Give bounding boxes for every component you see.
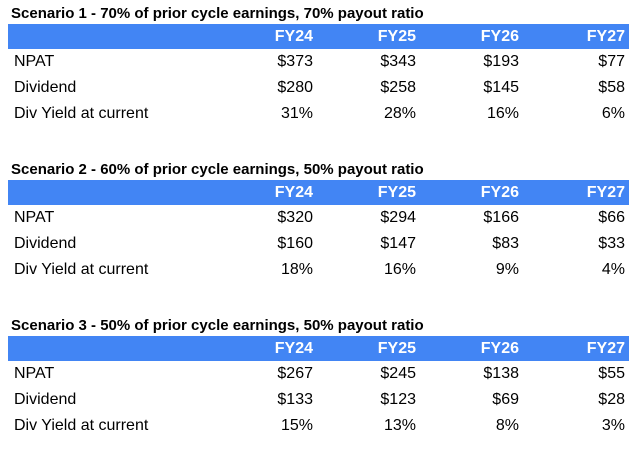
header-blank-cell — [8, 336, 214, 361]
cell-fy26: 16% — [486, 105, 519, 122]
cell-fy24: $267 — [277, 365, 313, 382]
cell-fy25: $147 — [380, 235, 416, 252]
column-header-fy26: FY26 — [420, 180, 523, 205]
cell-fy25: $343 — [380, 53, 416, 70]
cell-fy26: 8% — [495, 417, 519, 434]
column-header-fy26: FY26 — [420, 336, 523, 361]
row-label: Dividend — [14, 79, 77, 96]
column-header-fy25: FY25 — [317, 24, 420, 49]
cell-fy24: $160 — [277, 235, 313, 252]
table-row-div-yield: Div Yield at current 18% 16% 9% 4% — [8, 257, 629, 283]
column-header-fy26: FY26 — [420, 24, 523, 49]
cell-fy24: $320 — [277, 209, 313, 226]
cell-fy26: 9% — [495, 261, 519, 278]
row-label: NPAT — [14, 365, 55, 382]
cell-fy26: $138 — [483, 365, 519, 382]
cell-fy26: $193 — [483, 53, 519, 70]
cell-fy27: $33 — [598, 235, 625, 252]
cell-fy27: 3% — [601, 417, 625, 434]
column-header-fy27: FY27 — [523, 180, 629, 205]
cell-fy27: 6% — [601, 105, 625, 122]
table-header-row: FY24 FY25 FY26 FY27 — [8, 24, 629, 49]
cell-fy27: $77 — [598, 53, 625, 70]
scenario-1-table: FY24 FY25 FY26 FY27 NPAT $373 $343 $193 … — [8, 24, 629, 127]
table-row-div-yield: Div Yield at current 31% 28% 16% 6% — [8, 101, 629, 127]
row-label: NPAT — [14, 53, 55, 70]
cell-fy25: $123 — [380, 391, 416, 408]
scenario-1-section: Scenario 1 - 70% of prior cycle earnings… — [8, 3, 629, 127]
cell-fy27: $28 — [598, 391, 625, 408]
column-header-fy25: FY25 — [317, 180, 420, 205]
table-row-npat: NPAT $373 $343 $193 $77 — [8, 49, 629, 75]
cell-fy24: 31% — [280, 105, 313, 122]
table-row-dividend: Dividend $133 $123 $69 $28 — [8, 387, 629, 413]
cell-fy24: $280 — [277, 79, 313, 96]
column-header-fy24: FY24 — [214, 24, 317, 49]
scenario-3-table: FY24 FY25 FY26 FY27 NPAT $267 $245 $138 … — [8, 336, 629, 439]
cell-fy25: $258 — [380, 79, 416, 96]
cell-fy24: $133 — [277, 391, 313, 408]
cell-fy25: 28% — [383, 105, 416, 122]
cell-fy26: $69 — [492, 391, 519, 408]
table-row-div-yield: Div Yield at current 15% 13% 8% 3% — [8, 413, 629, 439]
cell-fy26: $166 — [483, 209, 519, 226]
scenario-2-section: Scenario 2 - 60% of prior cycle earnings… — [8, 159, 629, 283]
cell-fy26: $145 — [483, 79, 519, 96]
scenario-2-table: FY24 FY25 FY26 FY27 NPAT $320 $294 $166 … — [8, 180, 629, 283]
column-header-fy24: FY24 — [214, 336, 317, 361]
row-label: Dividend — [14, 391, 77, 408]
scenario-3-section: Scenario 3 - 50% of prior cycle earnings… — [8, 315, 629, 439]
row-label: Div Yield at current — [14, 261, 149, 278]
cell-fy27: 4% — [601, 261, 625, 278]
table-row-dividend: Dividend $160 $147 $83 $33 — [8, 231, 629, 257]
scenario-1-title: Scenario 1 - 70% of prior cycle earnings… — [11, 5, 424, 22]
cell-fy27: $55 — [598, 365, 625, 382]
table-row-npat: NPAT $267 $245 $138 $55 — [8, 361, 629, 387]
cell-fy25: 13% — [383, 417, 416, 434]
column-header-fy27: FY27 — [523, 336, 629, 361]
cell-fy24: $373 — [277, 53, 313, 70]
header-blank-cell — [8, 24, 214, 49]
cell-fy24: 18% — [280, 261, 313, 278]
row-label: Div Yield at current — [14, 417, 149, 434]
table-row-dividend: Dividend $280 $258 $145 $58 — [8, 75, 629, 101]
cell-fy25: 16% — [383, 261, 416, 278]
row-label: NPAT — [14, 209, 55, 226]
scenario-2-title: Scenario 2 - 60% of prior cycle earnings… — [11, 161, 424, 178]
cell-fy25: $245 — [380, 365, 416, 382]
column-header-fy27: FY27 — [523, 24, 629, 49]
table-row-npat: NPAT $320 $294 $166 $66 — [8, 205, 629, 231]
column-header-fy25: FY25 — [317, 336, 420, 361]
table-header-row: FY24 FY25 FY26 FY27 — [8, 336, 629, 361]
row-label: Dividend — [14, 235, 77, 252]
cell-fy27: $58 — [598, 79, 625, 96]
row-label: Div Yield at current — [14, 105, 149, 122]
header-blank-cell — [8, 180, 214, 205]
cell-fy26: $83 — [492, 235, 519, 252]
cell-fy24: 15% — [280, 417, 313, 434]
column-header-fy24: FY24 — [214, 180, 317, 205]
table-header-row: FY24 FY25 FY26 FY27 — [8, 180, 629, 205]
cell-fy25: $294 — [380, 209, 416, 226]
scenario-3-title: Scenario 3 - 50% of prior cycle earnings… — [11, 317, 424, 334]
cell-fy27: $66 — [598, 209, 625, 226]
